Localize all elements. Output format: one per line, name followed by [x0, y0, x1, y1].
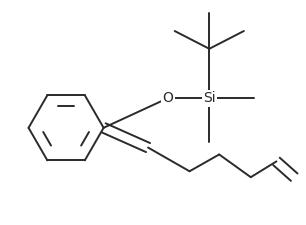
Text: Si: Si [203, 91, 216, 105]
Text: O: O [162, 91, 173, 105]
